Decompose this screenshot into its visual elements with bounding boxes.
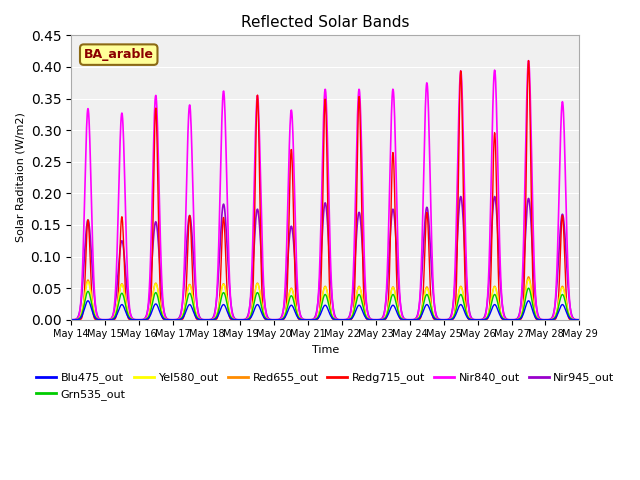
X-axis label: Time: Time (312, 345, 339, 355)
Text: BA_arable: BA_arable (84, 48, 154, 61)
Legend: Blu475_out, Grn535_out, Yel580_out, Red655_out, Redg715_out, Nir840_out, Nir945_: Blu475_out, Grn535_out, Yel580_out, Red6… (31, 368, 619, 404)
Title: Reflected Solar Bands: Reflected Solar Bands (241, 15, 410, 30)
Y-axis label: Solar Raditaion (W/m2): Solar Raditaion (W/m2) (15, 113, 25, 242)
